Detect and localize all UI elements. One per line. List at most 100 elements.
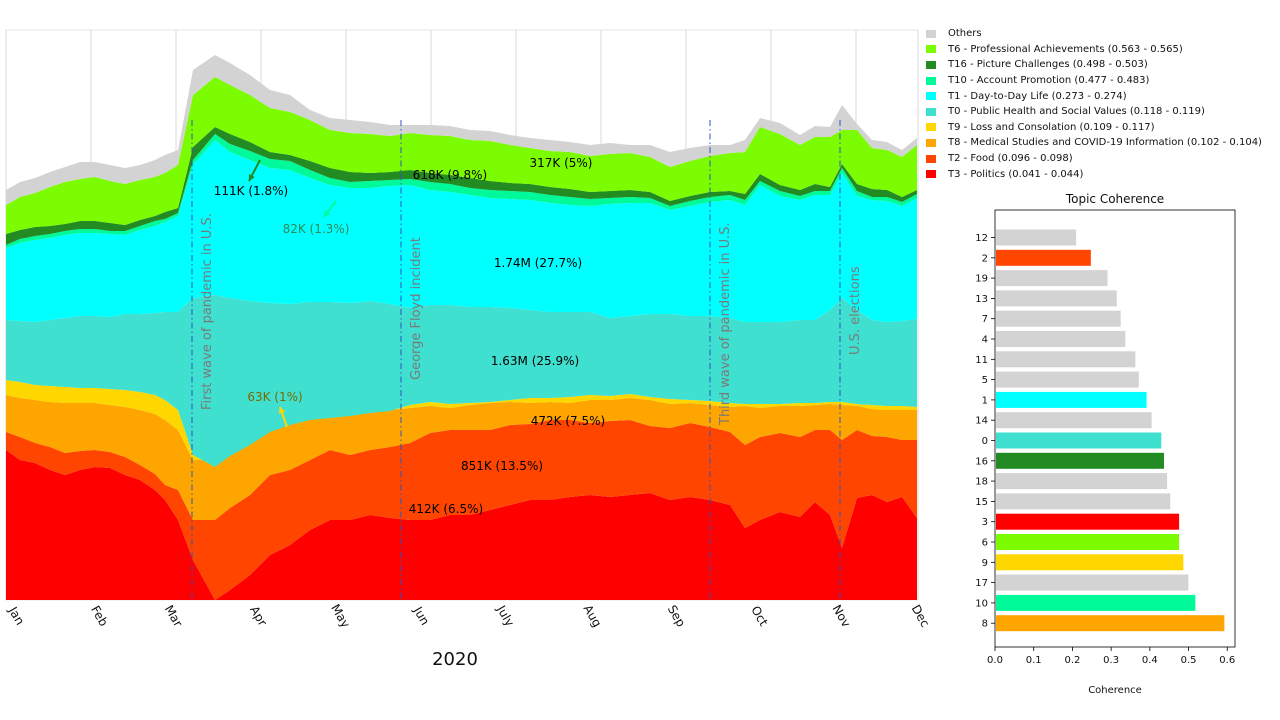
coherence-ytick-0: 0 [982, 436, 988, 447]
month-label-dec: Dec [909, 602, 930, 629]
coherence-xtick-0-0: 0.0 [987, 655, 1003, 666]
coherence-xtick-0-4: 0.4 [1142, 655, 1158, 666]
legend-swatch [926, 123, 936, 132]
layer-t0 [6, 295, 917, 467]
legend-item-t2: T2 - Food (0.096 - 0.098) [926, 151, 1278, 167]
coherence-bar-11 [996, 351, 1136, 368]
legend-label: Others [948, 28, 982, 40]
coherence-title: Topic Coherence [1065, 192, 1164, 206]
annotations: 317K (5%) 618K (9.8%) 111K (1.8%) 82K (1.3%… [214, 156, 605, 516]
coherence-ytick-19: 19 [975, 274, 988, 285]
coherence-ytick-17: 17 [975, 578, 988, 589]
layer-t16 [6, 127, 917, 245]
legend-label: T0 - Public Health and Social Values (0.… [948, 106, 1205, 118]
coherence-bar-19 [996, 270, 1108, 287]
coherence-bar-9 [996, 554, 1184, 571]
coherence-bar-4 [996, 331, 1126, 347]
arrow-t9 [278, 406, 288, 428]
coherence-bar-2 [996, 249, 1091, 266]
coherence-chart: Topic Coherence 12 2 19 13 7 4 11 5 1 14 0 16 18 15 3 6… [975, 192, 1236, 696]
event-label-2: George Floyd incident [409, 237, 424, 380]
legend-label: T3 - Politics (0.041 - 0.044) [948, 168, 1084, 180]
legend-swatch [926, 76, 936, 85]
month-axis: Jan Feb Mar Apr May Jun July Aug Sep Oct Nov Dec [5, 602, 930, 630]
legend: Others T6 - Professional Achievements (0.… [926, 26, 1278, 182]
month-label-jan: Jan [5, 604, 27, 628]
coherence-ytick-10: 10 [975, 598, 988, 609]
layer-t8 [6, 395, 917, 520]
coherence-bar-15 [996, 493, 1171, 510]
annotation-others: 317K (5%) [530, 156, 593, 170]
legend-swatch [926, 138, 936, 147]
month-label-jun: Jun [410, 604, 432, 628]
coherence-ytick-14: 14 [975, 416, 988, 427]
annotation-t9: 63K (1%) [247, 390, 302, 404]
legend-label: T6 - Professional Achievements (0.563 - … [948, 43, 1183, 55]
month-label-july: July [494, 602, 517, 629]
annotation-t10: 82K (1.3%) [283, 222, 350, 236]
coherence-ytick-12: 12 [975, 233, 988, 244]
coherence-bar-1 [996, 391, 1147, 408]
coherence-ytick-9: 9 [982, 558, 988, 569]
coherence-ytick-3: 3 [982, 517, 988, 528]
legend-item-t6: T6 - Professional Achievements (0.563 - … [926, 42, 1278, 58]
month-label-may: May [328, 602, 353, 630]
stream-layers [6, 55, 917, 600]
stream-chart: First wave of pandemic in U.S. George Flo… [5, 29, 930, 670]
month-label-feb: Feb [88, 603, 111, 628]
coherence-ytick-1: 1 [982, 395, 988, 406]
coherence-bar-16 [996, 452, 1164, 469]
coherence-xtick-0-5: 0.5 [1181, 655, 1197, 666]
coherence-ytick-18: 18 [975, 477, 988, 488]
legend-swatch [926, 92, 936, 101]
coherence-xlabel: Coherence [1088, 685, 1142, 696]
coherence-ytick-11: 11 [975, 355, 988, 366]
coherence-ytick-2: 2 [982, 253, 988, 264]
coherence-bar-12 [996, 229, 1077, 246]
legend-item-t16: T16 - Picture Challenges (0.498 - 0.503) [926, 57, 1278, 73]
annotation-t0: 1.63M (25.9%) [491, 354, 579, 368]
legend-label: T9 - Loss and Consolation (0.109 - 0.117… [948, 121, 1155, 133]
legend-swatch [926, 107, 936, 116]
coherence-xtick-0-2: 0.2 [1064, 655, 1080, 666]
layer-t1 [6, 140, 917, 322]
coherence-bar-13 [996, 290, 1117, 307]
month-label-sep: Sep [665, 603, 688, 630]
annotation-t8: 472K (7.5%) [531, 414, 605, 428]
x-axis-label: 2020 [432, 649, 478, 670]
legend-item-t8: T8 - Medical Studies and COVID-19 Inform… [926, 135, 1278, 151]
coherence-bar-3 [996, 513, 1180, 530]
coherence-xtick-0-3: 0.3 [1103, 655, 1119, 666]
legend-swatch [926, 170, 936, 179]
legend-swatch [926, 29, 936, 38]
legend-item-t9: T9 - Loss and Consolation (0.109 - 0.117… [926, 120, 1278, 136]
layer-t9 [6, 380, 917, 467]
arrow-t16 [248, 159, 261, 182]
coherence-xtick-0-6: 0.6 [1219, 655, 1235, 666]
coherence-ytick-4: 4 [982, 335, 988, 346]
coherence-xtick-0-1: 0.1 [1026, 655, 1042, 666]
annotation-t6: 618K (9.8%) [413, 168, 487, 182]
event-label-3: Third wave of pandemic in U.S. [718, 222, 733, 426]
event-label-1: First wave of pandemic in U.S. [200, 213, 215, 410]
coherence-ytick-13: 13 [975, 294, 988, 305]
layer-t10 [6, 134, 917, 248]
coherence-ytick-7: 7 [982, 314, 988, 325]
legend-item-t3: T3 - Politics (0.041 - 0.044) [926, 166, 1278, 182]
legend-item-others: Others [926, 26, 1278, 42]
coherence-ytick-6: 6 [982, 538, 988, 549]
coherence-bar-18 [996, 473, 1168, 490]
event-markers: First wave of pandemic in U.S. George Flo… [191, 120, 863, 600]
legend-item-t10: T10 - Account Promotion (0.477 - 0.483) [926, 73, 1278, 89]
legend-swatch [926, 154, 936, 163]
layer-t2 [6, 420, 917, 600]
coherence-ytick-5: 5 [982, 375, 988, 386]
coherence-bar-17 [996, 574, 1189, 591]
coherence-frame [994, 209, 1236, 648]
legend-swatch [926, 45, 936, 54]
coherence-bar-0 [996, 432, 1162, 449]
month-label-nov: Nov [830, 602, 854, 629]
legend-label: T8 - Medical Studies and COVID-19 Inform… [948, 137, 1262, 149]
legend-label: T10 - Account Promotion (0.477 - 0.483) [948, 75, 1150, 87]
layer-t6 [6, 77, 917, 234]
